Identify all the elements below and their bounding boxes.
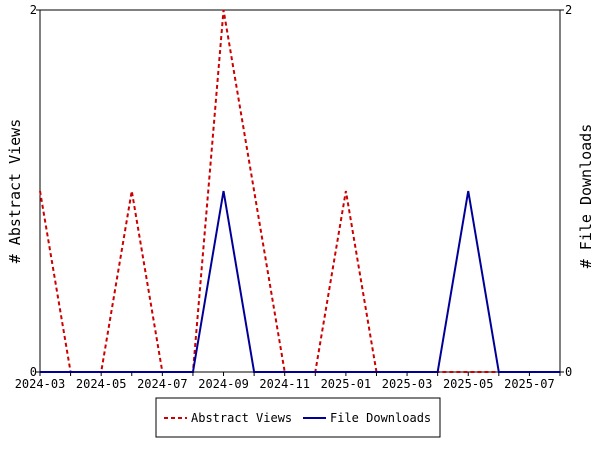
x-tick-label: 2025-01	[321, 377, 372, 391]
y-axis-left-label: # Abstract Views	[6, 119, 24, 264]
x-tick-label: 2024-09	[198, 377, 249, 391]
y-axis-right-label: # File Downloads	[577, 124, 595, 269]
legend: Abstract Views File Downloads	[155, 397, 441, 438]
series-line-abstract-views	[39, 9, 560, 373]
x-tick-label: 2024-07	[137, 377, 188, 391]
x-tick-label: 2025-03	[382, 377, 433, 391]
y-right-tick-label: 0	[565, 365, 572, 379]
series-line-file-downloads	[40, 190, 560, 373]
legend-box	[155, 397, 441, 438]
x-tick-label: 2024-11	[259, 377, 310, 391]
y-left-tick-label: 2	[30, 3, 37, 17]
y-right-tick-label: 2	[565, 3, 572, 17]
x-tick-label: 2025-07	[504, 377, 555, 391]
x-tick-label: 2024-03	[15, 377, 66, 391]
axis-ticks: 2024-03 2024-05 2024-07 2024-09 2024-11 2025-…	[15, 3, 573, 391]
legend-label-file-downloads: File Downloads	[330, 411, 431, 425]
y-left-tick-label: 0	[30, 365, 37, 379]
x-tick-label: 2024-05	[76, 377, 127, 391]
legend-label-abstract-views: Abstract Views	[191, 411, 292, 425]
x-tick-label: 2025-05	[443, 377, 494, 391]
plot-area	[39, 9, 561, 373]
